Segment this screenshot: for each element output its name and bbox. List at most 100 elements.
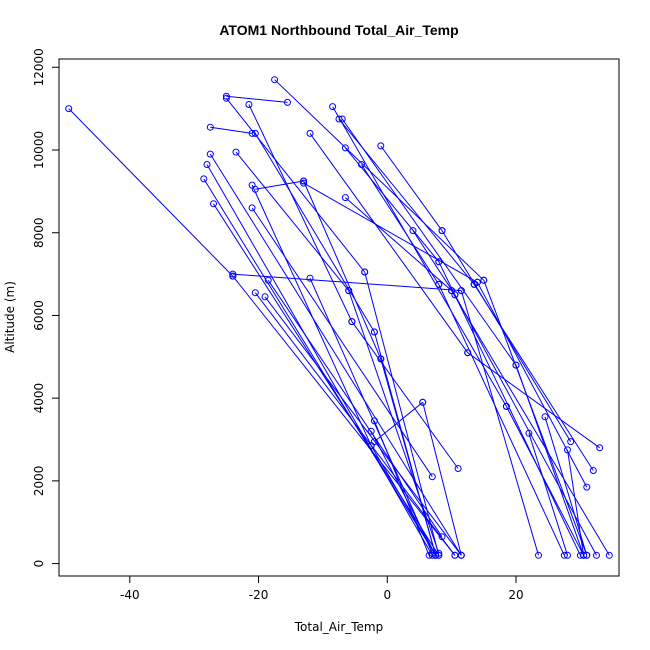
- series-line: [374, 401, 424, 442]
- data-point: [206, 123, 214, 131]
- data-point: [596, 444, 604, 452]
- data-point: [306, 274, 314, 282]
- series-line: [274, 79, 485, 281]
- series-line: [254, 292, 456, 556]
- series-line: [303, 180, 382, 360]
- data-point: [457, 287, 465, 295]
- data-point: [370, 328, 378, 336]
- data-point: [338, 115, 346, 123]
- data-point: [200, 175, 208, 183]
- series-line: [309, 133, 469, 353]
- x-tick-label: 0: [383, 588, 391, 602]
- series-line: [226, 95, 288, 103]
- series-line: [351, 321, 459, 469]
- series-line: [248, 104, 353, 322]
- data-point: [589, 467, 597, 474]
- x-axis: -40 -20 0 20: [120, 576, 524, 602]
- chart-title: ATOM1 Northbound Total_Air_Temp: [219, 22, 458, 38]
- series-line: [361, 164, 440, 285]
- data-point: [583, 551, 591, 559]
- data-point: [222, 94, 230, 102]
- series-line: [483, 280, 588, 556]
- series-line: [210, 126, 253, 134]
- data-point: [432, 551, 440, 559]
- data-point: [229, 270, 237, 278]
- x-tick-label: -20: [249, 588, 269, 602]
- data-point: [329, 103, 337, 111]
- data-point: [535, 551, 542, 559]
- data-point: [438, 227, 446, 235]
- series-line: [209, 153, 462, 556]
- data-point: [564, 446, 571, 454]
- x-axis-label: Total_Air_Temp: [294, 620, 383, 634]
- data-point: [605, 551, 613, 559]
- data-point: [567, 438, 575, 446]
- plot-frame: [58, 58, 620, 577]
- data-point: [251, 289, 259, 297]
- series-line: [267, 280, 443, 537]
- data-point: [564, 551, 571, 559]
- series-line: [264, 296, 462, 556]
- data-point: [438, 533, 446, 541]
- data-point: [264, 276, 272, 284]
- data-point: [428, 473, 436, 481]
- series-line: [380, 145, 443, 231]
- data-point: [248, 204, 256, 212]
- data-point: [271, 76, 279, 84]
- series-line: [332, 106, 507, 407]
- data-point: [335, 115, 343, 123]
- data-point: [300, 179, 308, 187]
- data-point: [306, 129, 314, 137]
- series-line: [438, 261, 581, 556]
- data-point: [206, 150, 214, 158]
- series-line: [303, 182, 478, 283]
- data-point: [512, 361, 520, 369]
- x-tick-label: -40: [120, 588, 140, 602]
- data-point: [248, 129, 256, 137]
- y-tick-label: 0: [32, 560, 46, 568]
- data-point: [229, 272, 237, 280]
- series-line: [255, 180, 304, 190]
- data-point: [409, 227, 417, 235]
- y-tick-label: 10000: [32, 131, 46, 169]
- y-tick-label: 2000: [32, 466, 46, 497]
- series-line: [364, 271, 440, 556]
- data-point: [435, 280, 443, 288]
- data-point: [451, 291, 459, 299]
- series-line: [412, 230, 456, 296]
- data-point: [583, 483, 591, 491]
- data-series: [65, 76, 613, 559]
- series-line: [232, 275, 456, 556]
- data-point: [593, 551, 600, 559]
- series-line: [467, 352, 600, 449]
- series-line: [451, 290, 610, 556]
- series-line: [68, 108, 234, 277]
- data-point: [300, 177, 308, 185]
- data-point: [210, 200, 217, 208]
- data-point: [358, 161, 365, 168]
- data-point: [65, 105, 73, 113]
- series-line: [345, 197, 452, 291]
- data-point: [370, 438, 378, 446]
- data-point: [419, 398, 427, 406]
- data-point: [248, 181, 256, 189]
- series-line: [370, 430, 437, 556]
- y-tick-label: 6000: [32, 300, 46, 331]
- series-line: [373, 420, 430, 556]
- series-line: [206, 164, 433, 556]
- data-point: [377, 142, 385, 150]
- x-tick-label: 20: [508, 588, 523, 602]
- data-point: [222, 92, 230, 100]
- data-point: [232, 148, 240, 156]
- series-line: [380, 358, 437, 556]
- series-line: [203, 178, 437, 556]
- data-point: [377, 355, 385, 363]
- y-axis-label: Altitude (m): [3, 281, 17, 353]
- data-point: [251, 129, 259, 137]
- data-point: [348, 318, 356, 326]
- series-line: [438, 284, 565, 556]
- data-point: [245, 101, 253, 108]
- data-point: [203, 161, 211, 168]
- data-point: [480, 276, 488, 284]
